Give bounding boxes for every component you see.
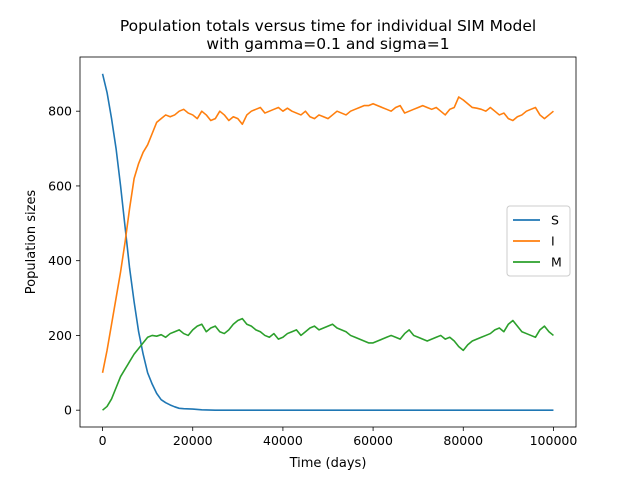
series-line-M [102, 317, 554, 411]
series-line-I [101, 96, 554, 373]
tick-layer: 0 20000 40000 60000 80000 100000 0 200 400 600 800 [48, 104, 577, 448]
y-axis-label: Population sizes [24, 190, 39, 295]
x-tick-label: 20000 [173, 433, 213, 448]
chart-subtitle: with gamma=0.1 and sigma=1 [206, 35, 449, 53]
y-tick-label: 200 [48, 328, 72, 343]
y-tick-label: 400 [48, 253, 72, 268]
y-tick-label: 800 [48, 104, 72, 119]
x-tick-label: 40000 [263, 433, 303, 448]
legend-label-M: M [551, 255, 562, 270]
legend: SIM [506, 205, 571, 277]
x-tick-label: 60000 [353, 433, 393, 448]
series-line-S [101, 73, 554, 411]
legend-label-I: I [551, 234, 555, 249]
chart-title: Population totals versus time for indivi… [120, 17, 536, 35]
x-tick-label: 0 [99, 433, 107, 448]
x-axis-label: Time (days) [289, 456, 367, 471]
x-tick-label: 100000 [530, 433, 578, 448]
plot-frame [79, 56, 577, 428]
legend-label-S: S [551, 213, 559, 228]
series-layer [101, 73, 554, 411]
y-tick-label: 600 [48, 178, 72, 193]
y-tick-label: 0 [64, 403, 72, 418]
x-tick-label: 80000 [443, 433, 483, 448]
